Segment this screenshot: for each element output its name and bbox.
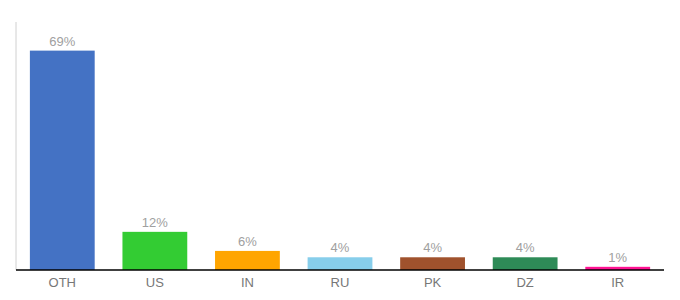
bar [400,257,465,270]
bar [122,232,187,270]
bar [493,257,558,270]
x-tick-label: PK [424,275,442,290]
chart-container: OTH US IN RU PK DZ IR 69% 12% 6% 4% 4% 4% 1% [0,0,680,300]
data-label: 12% [142,215,168,230]
data-label: 69% [49,34,75,49]
data-label: 4% [331,240,350,255]
x-axis-line [16,269,664,271]
y-axis-line [16,22,17,270]
data-label: 6% [238,234,257,249]
bar [215,251,280,270]
data-label: 4% [516,240,535,255]
data-label: 1% [608,250,627,265]
x-tick-label: OTH [49,275,76,290]
x-tick-label: US [146,275,164,290]
bar [308,257,373,270]
data-label: 4% [423,240,442,255]
chart: OTH US IN RU PK DZ IR 69% 12% 6% 4% 4% 4% 1% [0,0,680,300]
bars [30,51,650,270]
x-tick-label: IR [611,275,624,290]
x-tick-label: RU [331,275,350,290]
x-tick-label: IN [241,275,254,290]
bar [30,51,95,270]
x-tick-label: DZ [516,275,533,290]
